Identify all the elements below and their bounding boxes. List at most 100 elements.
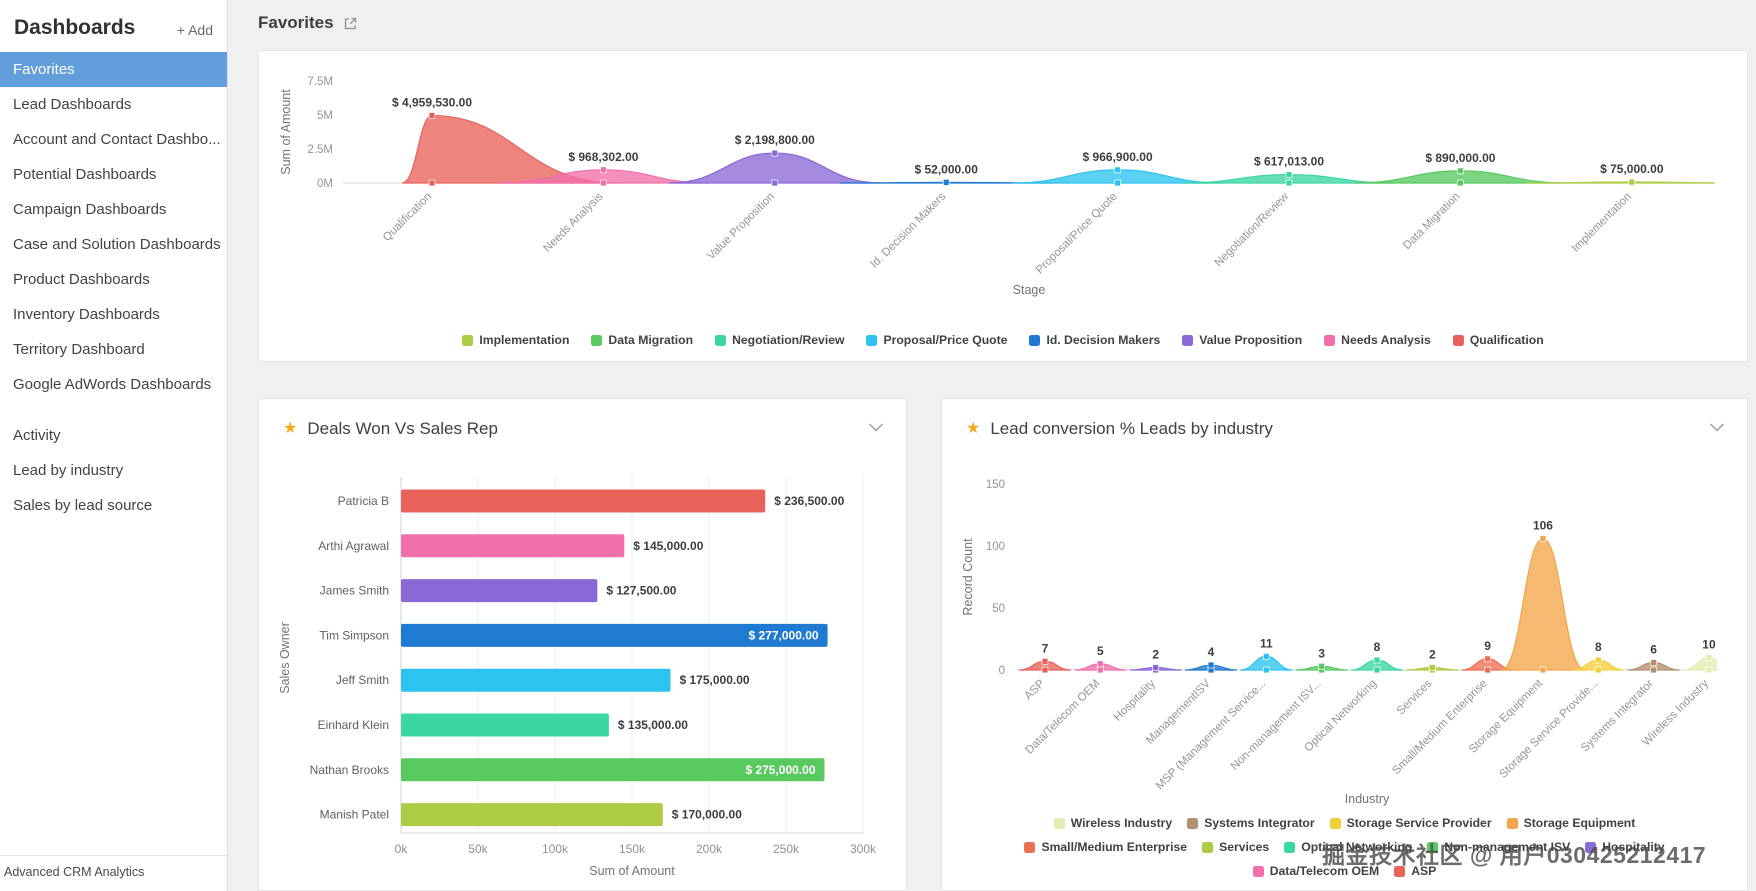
legend-label: Services [1219,840,1270,854]
stage-amount-chart-card: 7.5M 5M 2.5M 0M Sum of Amount $ 4,959,530.00 Q… [258,50,1748,362]
chevron-down-icon[interactable] [868,423,884,432]
sidebar-item-favorites[interactable]: Favorites [0,52,227,87]
open-in-new-icon[interactable] [343,16,358,31]
legend-swatch [1324,334,1336,346]
legend-item-negotiation-review[interactable]: Negotiation/Review [715,333,844,347]
svg-text:6: 6 [1650,643,1657,657]
svg-text:$ 127,500.00: $ 127,500.00 [606,584,676,598]
legend-swatch [1284,841,1296,853]
legend-item-hospitality[interactable]: Hospitality [1585,840,1665,854]
legend-label: Hospitality [1602,840,1665,854]
legend-label: Proposal/Price Quote [883,333,1008,347]
svg-text:5M: 5M [317,110,333,122]
svg-text:Hospitality: Hospitality [1112,677,1158,723]
legend-item-data-telecom-oem[interactable]: Data/Telecom OEM [1252,864,1379,878]
sidebar: Dashboards + Add Favorites Lead Dashboard… [0,0,228,891]
legend-swatch [591,334,603,346]
sidebar-item-lead-by-industry[interactable]: Lead by industry [13,462,124,479]
sidebar-item-case-and-solution-dashboards[interactable]: Case and Solution Dashboards [13,236,221,253]
svg-text:$ 966,900.00: $ 966,900.00 [1083,150,1153,164]
legend-item-wireless-industry[interactable]: Wireless Industry [1053,816,1172,830]
sidebar-item-google-adwords-dashboards[interactable]: Google AdWords Dashboards [13,376,212,393]
svg-text:$ 135,000.00: $ 135,000.00 [618,718,688,732]
svg-text:MSP (Management Service...: MSP (Management Service... [1154,678,1269,793]
legend-item-value-proposition[interactable]: Value Proposition [1182,333,1302,347]
svg-text:Value Proposition: Value Proposition [705,191,777,263]
legend-label: Implementation [479,333,570,347]
legend-item-asp[interactable]: ASP [1394,864,1436,878]
svg-text:Patricia B: Patricia B [338,494,389,508]
legend-item-qualification[interactable]: Qualification [1452,333,1544,347]
sidebar-item-potential-dashboards[interactable]: Potential Dashboards [13,166,157,183]
page-title: Favorites [258,13,334,32]
lead-conversion-legend: Wireless Industry Systems Integrator Stora… [990,816,1700,878]
page-header: Favorites [258,13,358,33]
sidebar-item-territory-dashboard[interactable]: Territory Dashboard [13,341,145,358]
svg-text:$ 4,959,530.00: $ 4,959,530.00 [392,96,472,110]
sidebar-item-sales-by-lead-source[interactable]: Sales by lead source [13,497,153,514]
deals-won-card-title: ★ Deals Won Vs Sales Rep [283,419,498,439]
legend-item-implementation[interactable]: Implementation [462,333,569,347]
svg-text:$ 2,198,800.00: $ 2,198,800.00 [735,133,815,147]
legend-item-optical-networking[interactable]: Optical Networking [1284,840,1412,854]
legend-swatch [1029,334,1041,346]
svg-text:Manish Patel: Manish Patel [320,808,389,822]
svg-text:$ 75,000.00: $ 75,000.00 [1600,162,1664,176]
legend-label: Non-management ISV [1444,840,1571,854]
sidebar-nav-secondary: Activity Lead by industry Sales by lead so… [0,418,227,523]
chevron-down-icon[interactable] [1709,423,1725,432]
legend-label: Negotiation/Review [732,333,845,347]
svg-text:Data Migration: Data Migration [1401,191,1462,252]
legend-label: Value Proposition [1199,333,1303,347]
legend-label: Systems Integrator [1204,816,1315,830]
svg-text:50: 50 [992,603,1005,615]
legend-item-storage-service-provider[interactable]: Storage Service Provider [1329,816,1492,830]
svg-text:10: 10 [1702,638,1716,652]
sidebar-header: Dashboards + Add [0,0,227,52]
svg-text:2: 2 [1152,648,1159,662]
legend-label: Small/Medium Enterprise [1041,840,1188,854]
legend-item-data-migration[interactable]: Data Migration [591,333,693,347]
stage-amount-area-chart[interactable]: 7.5M 5M 2.5M 0M Sum of Amount $ 4,959,530.00 Q… [259,53,1749,315]
legend-item-small-medium-enterprise[interactable]: Small/Medium Enterprise [1024,840,1187,854]
lead-conversion-chart-card: ★ Lead conversion % Leads by industry 15… [941,398,1748,891]
svg-text:Services: Services [1395,677,1435,717]
svg-text:Sales Owner: Sales Owner [278,622,292,694]
legend-label: Data Migration [608,333,694,347]
sidebar-item-lead-dashboards[interactable]: Lead Dashboards [13,96,132,113]
svg-text:Jeff Smith: Jeff Smith [336,673,389,687]
legend-item-proposal-price-quote[interactable]: Proposal/Price Quote [866,333,1007,347]
svg-text:8: 8 [1595,640,1602,654]
svg-text:$ 236,500.00: $ 236,500.00 [774,494,844,508]
legend-item-systems-integrator[interactable]: Systems Integrator [1187,816,1315,830]
legend-item-storage-equipment[interactable]: Storage Equipment [1506,816,1635,830]
sidebar-item-campaign-dashboards[interactable]: Campaign Dashboards [13,201,167,218]
svg-text:3: 3 [1318,646,1325,660]
deals-won-bar-chart[interactable]: 0k 50k 100k 150k 200k 250k 300k Patricia B $ 236… [259,461,904,886]
legend-item-needs-analysis[interactable]: Needs Analysis [1324,333,1431,347]
legend-swatch [866,334,878,346]
legend-item-services[interactable]: Services [1202,840,1269,854]
sidebar-item-activity[interactable]: Activity [13,427,61,444]
sidebar-item-account-and-contact-dashbo[interactable]: Account and Contact Dashbo... [13,131,221,148]
favorite-star-icon[interactable]: ★ [283,420,298,437]
sidebar-item-product-dashboards[interactable]: Product Dashboards [13,271,150,288]
sidebar-footer-link[interactable]: Advanced CRM Analytics [0,855,227,891]
svg-text:2: 2 [1429,648,1436,662]
svg-text:Non-management ISV...: Non-management ISV... [1229,678,1324,773]
legend-label: Needs Analysis [1341,333,1431,347]
favorite-star-icon[interactable]: ★ [966,420,981,437]
legend-item-id-decision-makers[interactable]: Id. Decision Makers [1029,333,1160,347]
svg-text:7.5M: 7.5M [307,76,333,88]
svg-text:100: 100 [986,541,1005,553]
sidebar-item-inventory-dashboards[interactable]: Inventory Dashboards [13,306,160,323]
svg-text:$ 145,000.00: $ 145,000.00 [633,539,703,553]
legend-swatch [1394,865,1406,877]
legend-swatch [1024,841,1036,853]
svg-text:ASP: ASP [1022,677,1047,702]
add-dashboard-button[interactable]: + Add [176,22,213,38]
legend-swatch [1053,817,1065,829]
legend-item-non-management-isv[interactable]: Non-management ISV [1427,840,1570,854]
